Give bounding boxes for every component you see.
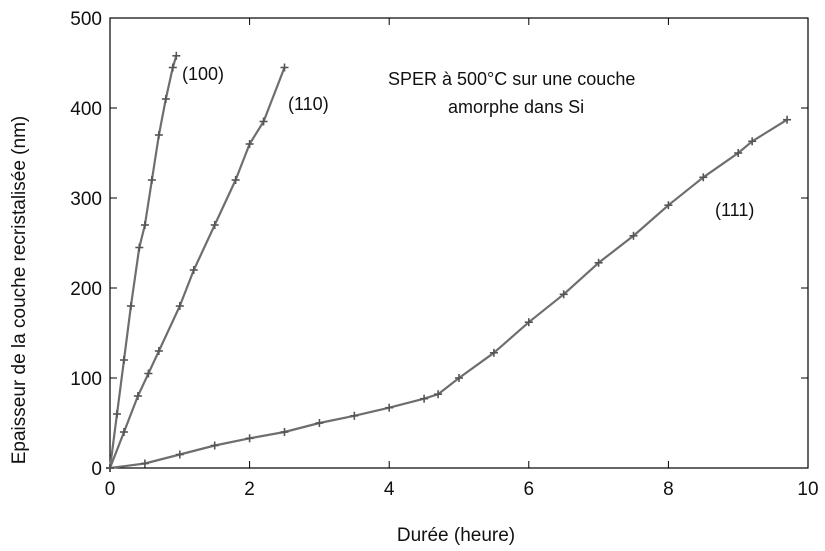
series-line-110 [108, 67, 286, 469]
series-label-110: (110) [288, 94, 329, 114]
data-point-111 [210, 441, 219, 450]
data-point-111 [489, 348, 498, 357]
data-point-110 [280, 63, 289, 72]
y-tick-label: 300 [70, 189, 102, 210]
data-point-110 [189, 266, 198, 274]
x-tick-label: 2 [244, 479, 255, 500]
data-point-100 [112, 410, 121, 418]
data-point-100 [161, 95, 170, 103]
data-point-111 [664, 201, 673, 210]
x-axis-title: Durée (heure) [397, 525, 515, 546]
data-point-111 [175, 450, 184, 459]
annotation-line-2: amorphe dans Si [448, 97, 584, 117]
data-point-111 [559, 290, 568, 299]
x-tick-label: 6 [524, 479, 535, 500]
data-point-110 [245, 140, 254, 148]
series-line-111 [109, 118, 788, 470]
data-point-111 [629, 231, 638, 240]
data-point-111 [385, 403, 394, 412]
data-point-111 [748, 137, 757, 146]
data-point-100 [172, 51, 181, 60]
x-tick-label: 10 [797, 479, 818, 500]
data-point-110 [210, 221, 219, 229]
series-line-100 [108, 55, 178, 469]
x-tick-label: 8 [663, 479, 674, 500]
data-point-110 [231, 176, 240, 184]
y-tick-label: 400 [70, 99, 102, 120]
y-tick-label: 100 [70, 369, 102, 390]
x-tick-label: 0 [105, 479, 116, 500]
series-group [106, 51, 792, 472]
data-point-111 [455, 374, 463, 382]
data-point-111 [699, 173, 708, 182]
data-point-110 [259, 117, 268, 126]
data-point-110 [144, 369, 153, 378]
y-tick-label: 0 [91, 459, 102, 480]
data-point-111 [420, 394, 429, 403]
data-point-110 [119, 428, 128, 436]
data-point-100 [119, 356, 128, 364]
series-label-100: (100) [182, 64, 224, 84]
data-point-110 [175, 302, 184, 310]
data-point-111 [106, 464, 114, 472]
data-point-111 [524, 318, 533, 327]
data-point-100 [126, 302, 135, 310]
data-point-111 [350, 411, 359, 420]
plot-frame [109, 17, 809, 469]
data-point-111 [594, 258, 603, 267]
data-point-100 [135, 243, 144, 252]
data-point-100 [140, 221, 149, 229]
data-point-111 [140, 459, 149, 468]
data-point-110 [154, 347, 163, 355]
y-axis-title: Epaisseur de la couche recristalisée (nm… [9, 116, 30, 465]
data-point-111 [434, 390, 443, 399]
data-point-111 [245, 434, 254, 443]
data-point-111 [734, 149, 743, 157]
data-point-100 [147, 176, 156, 184]
data-point-111 [315, 419, 324, 427]
y-tick-label: 200 [70, 279, 102, 300]
annotation-line-1: SPER à 500°C sur une couche [388, 69, 635, 89]
series-label-111: (111) [715, 200, 754, 220]
data-point-100 [168, 63, 177, 72]
x-tick-label: 4 [384, 479, 395, 500]
y-tick-label: 500 [70, 9, 102, 30]
data-point-111 [280, 428, 289, 436]
data-point-110 [133, 392, 142, 400]
data-point-111 [783, 115, 792, 124]
data-point-100 [154, 131, 163, 139]
